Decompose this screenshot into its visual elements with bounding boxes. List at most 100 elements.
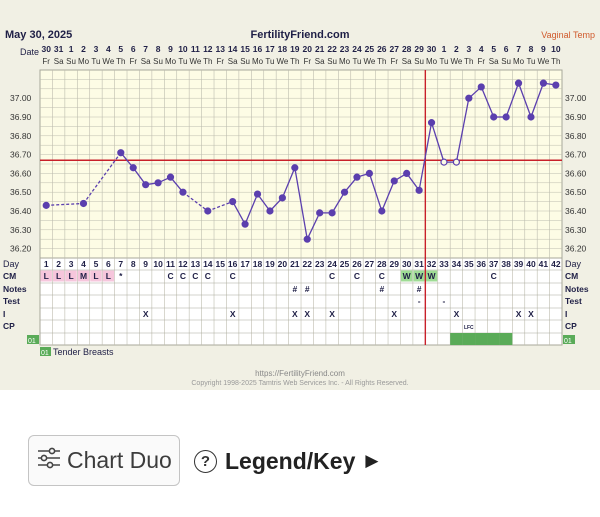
legend-key-label: Legend/Key [225,447,356,474]
notes-cell: # [379,284,384,294]
temp-segment [306,212,321,240]
temp-point [378,207,386,215]
date-label: 2 [454,44,459,54]
day-row-label-right: Day [565,259,582,269]
day-number: 4 [81,259,86,269]
intercourse-cell: X [516,309,522,319]
intercourse-cell: X [292,309,298,319]
date-label: 20 [303,44,313,54]
cm-cell: C [192,271,198,281]
weekday-label: Tu [352,57,361,66]
day-number: 19 [265,259,275,269]
weekday-label: Mo [165,57,177,66]
day-number: 25 [340,259,350,269]
day-row-label-left: Day [3,259,20,269]
date-header: 30 31 1 2 3 4 5 6 7 8 9 10 11 12 13 14 15 16 17 18 19 20 21 22 2… [41,44,560,66]
weekday-label: We [276,57,288,66]
temp-point [154,179,162,187]
fertility-chart-panel: May 30, 2025 FertilityFriend.com Vaginal… [0,0,600,390]
weekday-label: Sa [141,57,151,66]
date-label: 7 [143,44,148,54]
chart-duo-button[interactable]: Chart Duo [28,435,180,486]
cm-cell-bg [102,270,115,282]
legend-badge-bg [40,347,51,356]
temp-point [303,235,311,243]
cm-cell: * [119,271,123,281]
date-label: 26 [377,44,387,54]
row-label-left: CM [3,271,16,281]
temp-point [316,209,324,217]
y-tick-label-left: 36.70 [10,150,32,160]
intercourse-cell: X [230,309,236,319]
temp-segment [331,191,346,214]
temp-segment [368,173,383,212]
date-label: 22 [327,44,337,54]
weekday-label: Th [377,57,386,66]
y-tick-label-left: 36.20 [10,244,32,254]
temp-point [166,173,175,181]
weekday-label: We [102,57,114,66]
date-label: 2 [81,44,86,54]
cp-badge-left-bg [27,335,39,344]
temp-point [353,173,361,181]
play-arrow-icon: ▶ [365,451,379,470]
weekday-label: Tu [265,57,274,66]
day-number: 14 [203,259,213,269]
temp-point [204,207,212,215]
day-number: 6 [106,259,111,269]
day-number: 41 [539,259,549,269]
row-label-left: I [3,309,5,319]
legend-badge: 01 [41,350,49,357]
day-number: 26 [352,259,362,269]
temp-point [291,164,299,172]
legend-key-link[interactable]: ? Legend/Key ▶ [194,444,378,478]
weekday-label: Sa [489,57,499,66]
temp-segment [530,82,545,118]
weekday-label: Fr [390,57,398,66]
y-tick-label-left: 36.80 [10,131,32,141]
temp-segment-dashed [182,191,209,212]
weekday-label: Fr [216,57,224,66]
temp-point [278,194,286,202]
temp-point [266,207,274,215]
cp-filled-cell [462,333,476,345]
temp-point [452,158,461,166]
day-number: 37 [489,259,499,269]
date-label: 9 [541,44,546,54]
temp-point [340,188,349,196]
date-label: 4 [479,44,484,54]
y-tick-label-left: 36.50 [10,187,32,197]
date-label: 14 [228,44,238,54]
day-number: 16 [228,259,238,269]
cm-cell: C [230,271,236,281]
y-tick-label-left: 36.90 [10,112,32,122]
day-number: 29 [390,259,400,269]
cp-filled-cell [450,333,463,345]
weekday-label: Su [66,57,76,66]
cm-cell: L [44,271,49,281]
cm-cell: L [93,271,98,281]
cm-cell-bg [77,270,90,282]
row-label-right: Notes [565,284,589,294]
test-cell: - [418,296,421,306]
date-label: 27 [390,44,400,54]
temp-point [142,181,150,189]
date-label: 5 [491,44,496,54]
date-label: 24 [352,44,362,54]
row-label-left: Test [3,296,20,306]
weekday-label: Mo [252,57,264,66]
day-number: 40 [526,259,536,269]
date-label: 25 [365,44,375,54]
y-tick-label-right: 36.80 [565,131,587,141]
cm-cell-bg [65,270,77,282]
date-label: 3 [466,44,471,54]
cm-cell: C [379,271,385,281]
day-number: 33 [439,259,449,269]
sliders-icon [37,447,61,474]
date-label: 18 [278,44,288,54]
day-number: 2 [56,259,61,269]
weekday-label: Mo [513,57,525,66]
cm-cell-bg [90,270,102,282]
temp-point [514,79,523,87]
